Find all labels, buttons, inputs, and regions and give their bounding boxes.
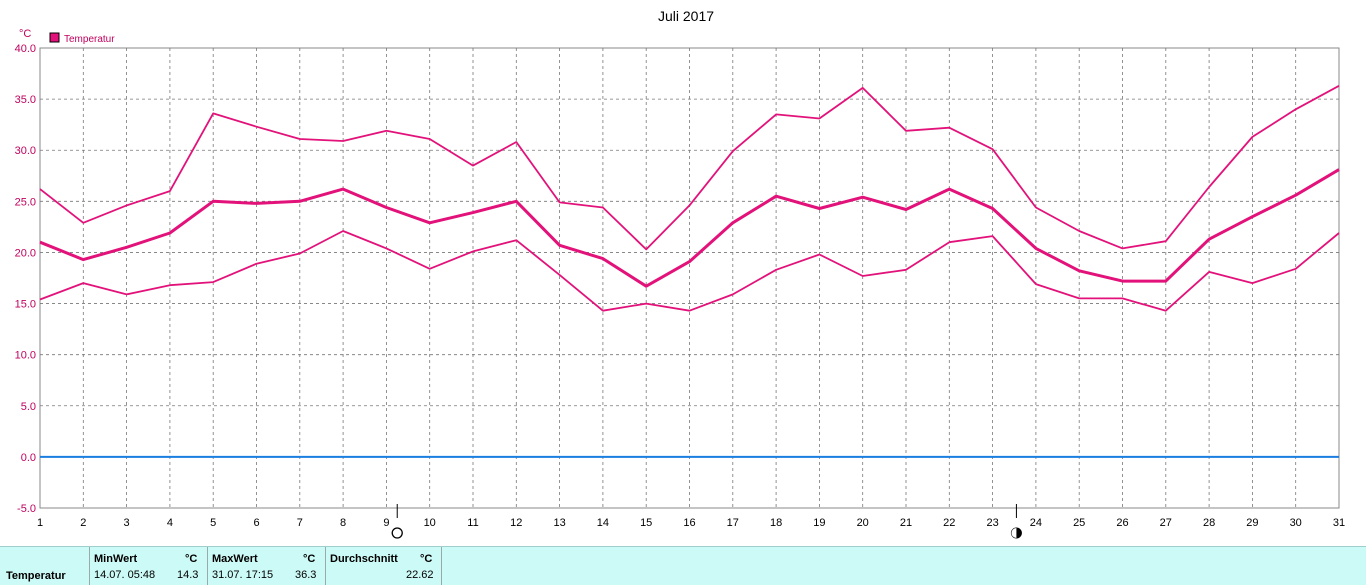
x-tick-label: 5: [210, 517, 216, 529]
x-tick-label: 30: [1290, 517, 1302, 529]
min-date: 14.07. 05:48: [94, 569, 156, 581]
x-tick-label: 25: [1073, 517, 1085, 529]
x-tick-label: 16: [683, 517, 695, 529]
x-tick-label: 15: [640, 517, 652, 529]
x-tick-label: 24: [1030, 517, 1042, 529]
series-line-max: [39, 85, 1340, 251]
temperature-chart: 1 2 3 4 5 6 7 8 9 10 11 12 13 14 15 16 17 18 19 20 21 22 23 24 2…: [15, 8, 1345, 539]
y-tick-label: 5.0: [21, 401, 36, 413]
x-tick-label: 26: [1116, 517, 1128, 529]
y-tick-label: 10.0: [15, 350, 36, 362]
x-tick-label: 29: [1246, 517, 1258, 529]
x-tick-label: 20: [857, 517, 869, 529]
max-unit: °C: [303, 553, 316, 565]
legend-label: Temperatur: [64, 34, 115, 45]
stats-row-label: Temperatur: [6, 570, 66, 582]
min-header: MinWert: [94, 553, 138, 565]
x-tick-label: 1: [37, 517, 43, 529]
new-moon-icon-half: [1011, 528, 1017, 538]
x-tick-label: 14: [597, 517, 609, 529]
x-tick-label: 28: [1203, 517, 1215, 529]
y-tick-label: -5.0: [17, 503, 36, 515]
series-line-min: [39, 230, 1340, 312]
x-tick-label: 12: [510, 517, 522, 529]
x-tick-label: 31: [1333, 517, 1345, 529]
y-tick-label: 35.0: [15, 94, 36, 106]
x-tick-label: 7: [297, 517, 303, 529]
x-tick-label: 2: [80, 517, 86, 529]
x-tick-label: 9: [383, 517, 389, 529]
stats-row-label-cell: Temperatur: [0, 547, 90, 585]
y-tick-label: 25.0: [15, 196, 36, 208]
y-axis-unit: °C: [19, 28, 31, 40]
x-tick-label: 27: [1160, 517, 1172, 529]
x-tick-label: 8: [340, 517, 346, 529]
x-tick-label: 23: [986, 517, 998, 529]
x-tick-label: 17: [727, 517, 739, 529]
avg-value: 22.62: [406, 569, 434, 581]
x-tick-label: 6: [253, 517, 259, 529]
max-date: 31.07. 17:15: [212, 569, 274, 581]
avg-header: Durchschnitt: [330, 553, 398, 565]
y-tick-label: 15.0: [15, 299, 36, 311]
x-tick-label: 13: [553, 517, 565, 529]
max-value: 36.3: [295, 569, 317, 581]
max-header: MaxWert: [212, 553, 258, 565]
legend-swatch: [49, 32, 60, 43]
x-tick-label: 21: [900, 517, 912, 529]
x-tick-label: 10: [424, 517, 436, 529]
chart-title: Juli 2017: [658, 8, 714, 24]
x-tick-label: 18: [770, 517, 782, 529]
min-value-cell: MinWert °C 14.07. 05:48 14.3: [90, 547, 208, 585]
x-tick-label: 3: [124, 517, 130, 529]
avg-unit: °C: [420, 553, 433, 565]
x-tick-label: 11: [467, 517, 478, 529]
y-tick-label: 0.0: [21, 452, 36, 464]
x-tick-label: 19: [813, 517, 825, 529]
x-tick-label: 22: [943, 517, 955, 529]
series-line-mean: [39, 168, 1340, 288]
min-value: 14.3: [177, 569, 199, 581]
full-moon-icon: [391, 527, 403, 539]
y-tick-label: 40.0: [15, 43, 36, 55]
max-value-cell: MaxWert °C 31.07. 17:15 36.3: [208, 547, 326, 585]
y-tick-label: 20.0: [15, 247, 36, 259]
statistics-panel: Temperatur MinWert °C 14.07. 05:48 14.3 …: [0, 546, 1366, 585]
y-tick-label: 30.0: [15, 145, 36, 157]
x-tick-label: 4: [167, 517, 173, 529]
average-cell: Durchschnitt °C 22.62: [326, 547, 442, 585]
min-unit: °C: [185, 553, 198, 565]
